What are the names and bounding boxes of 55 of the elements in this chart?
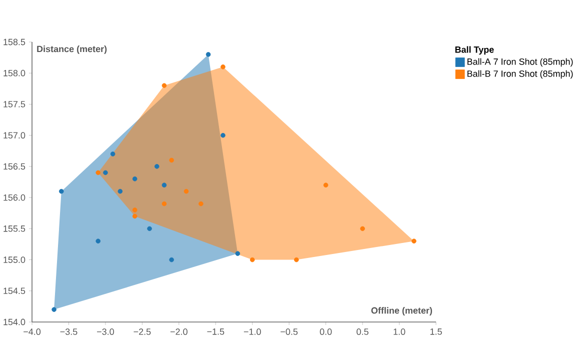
y-tick-label: 154.0 (4, 318, 26, 326)
point (132, 208, 138, 212)
point (169, 257, 174, 262)
legend-title: Ball Type (455, 46, 494, 55)
point (250, 257, 255, 262)
y-tick-label: 157.5 (4, 101, 26, 108)
x-tick-label: −3.0 (97, 328, 114, 335)
y-tick-label: 156.5 (4, 163, 26, 170)
point (412, 238, 416, 244)
point (294, 257, 299, 262)
x-tick-label: −0.5 (280, 328, 298, 335)
point (110, 152, 116, 156)
point (162, 182, 167, 188)
x-tick-label: −2.0 (170, 328, 188, 335)
legend-label: Ball-B 7 Iron Shot (85mph) (467, 70, 573, 79)
x-tick-label: −4.0 (24, 328, 41, 335)
point (52, 307, 56, 312)
x-tick-label: 1.0 (394, 328, 406, 335)
point (169, 158, 174, 163)
point (198, 201, 204, 206)
y-tick-label: 158.0 (4, 70, 26, 76)
x-tick-label: 1.5 (430, 328, 442, 335)
x-tick-label: −3.5 (60, 328, 78, 335)
y-tick-label: 158.5 (4, 38, 26, 46)
y-tick-label: 156.0 (4, 194, 26, 201)
x-tick-label: 0.5 (356, 328, 368, 335)
point (132, 176, 138, 182)
x-tick-label: −2.5 (134, 328, 151, 335)
point (162, 201, 167, 206)
point (147, 226, 152, 232)
point (360, 226, 365, 232)
y-axis-title: Distance (meter) (37, 46, 107, 54)
point (132, 214, 138, 219)
y-tick-label: 155.0 (4, 256, 26, 263)
legend-label: Ball-A 7 Iron Shot (85mph) (467, 58, 573, 67)
x-tick-label: −1.5 (207, 328, 224, 335)
point (58, 188, 64, 194)
y-tick-label: 154.5 (4, 288, 26, 294)
point (118, 188, 123, 194)
point (154, 164, 160, 169)
x-axis-title: Offline (meter) (371, 307, 432, 316)
point (103, 170, 108, 176)
point (162, 83, 167, 88)
point (220, 64, 226, 70)
y-tick-label: 157.0 (4, 132, 26, 139)
point (235, 251, 240, 256)
y-tick-label: 155.5 (4, 226, 26, 232)
point (184, 188, 189, 194)
x-tick-label: −1.0 (244, 328, 261, 335)
point (96, 170, 101, 176)
point (206, 52, 211, 57)
x-tick-label: 0.0 (320, 328, 332, 335)
point (220, 132, 226, 138)
point (96, 238, 101, 244)
point (323, 182, 328, 188)
